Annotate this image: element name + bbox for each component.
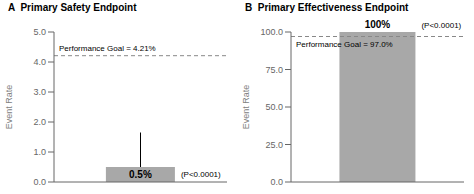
svg-text:0.0: 0.0: [33, 177, 46, 187]
svg-text:Performance Goal = 4.21%: Performance Goal = 4.21%: [59, 44, 156, 53]
svg-text:Event Rate: Event Rate: [8, 85, 14, 130]
svg-text:4.0: 4.0: [33, 57, 46, 67]
svg-text:100%: 100%: [365, 19, 391, 30]
svg-text:0.0: 0.0: [270, 177, 283, 187]
svg-text:Performance Goal = 97.0%: Performance Goal = 97.0%: [296, 40, 393, 49]
svg-text:(P<0.0001): (P<0.0001): [421, 21, 461, 30]
svg-text:50.0: 50.0: [265, 102, 283, 112]
svg-text:Event Rate: Event Rate: [241, 85, 251, 130]
html-text:B Primary Effectiveness Endpoi: B Primary Effectiveness Endpoint: [245, 2, 409, 13]
svg-text:3.0: 3.0: [33, 87, 46, 97]
svg-text:75.0: 75.0: [265, 65, 283, 75]
svg-text:2.0: 2.0: [33, 117, 46, 127]
svg-text:0.5%: 0.5%: [129, 169, 152, 180]
svg-text:1.0: 1.0: [33, 147, 46, 157]
svg-text:25.0: 25.0: [265, 140, 283, 150]
svg-text:(P<0.0001): (P<0.0001): [181, 170, 221, 179]
html-text:A Primary Safety Endpoint: A Primary Safety Endpoint: [8, 2, 137, 13]
svg-text:100.0: 100.0: [260, 27, 283, 37]
svg-text:5.0: 5.0: [33, 27, 46, 37]
